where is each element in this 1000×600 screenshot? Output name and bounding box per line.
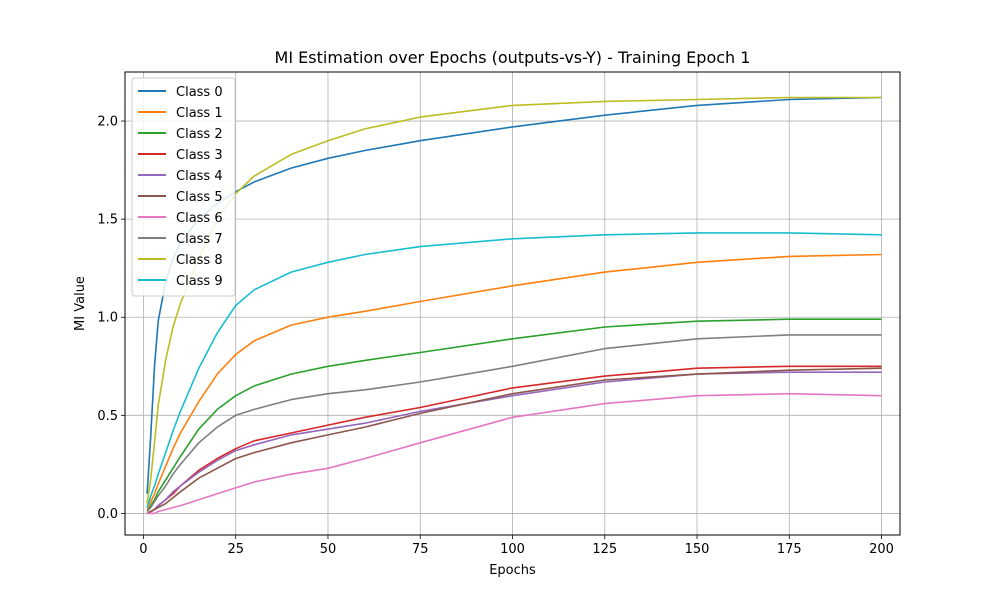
legend-label: Class 2 <box>176 127 223 142</box>
series-line-class-0 <box>146 96 882 494</box>
y-tick-label: 1.0 <box>97 311 118 326</box>
x-axis-label: Epochs <box>489 563 536 578</box>
legend: Class 0 Class 1 Class 2 Class 3 Class 4 Class… <box>131 77 236 297</box>
legend-label: Class 0 <box>176 85 223 100</box>
y-tick-label: 0.5 <box>97 409 118 424</box>
series-line-class-8 <box>146 96 882 504</box>
legend-label: Class 7 <box>176 232 223 247</box>
y-tick-label: 2.0 <box>97 115 118 130</box>
x-tick-label: 175 <box>777 542 802 557</box>
axis-ticks: 0 25 50 75 100 125 150 175 200 0.0 0.5 1.0 1.5 2.0 <box>97 115 894 557</box>
x-tick-label: 200 <box>869 542 894 557</box>
y-axis-label: MI Value <box>73 276 88 331</box>
legend-label: Class 8 <box>176 253 223 268</box>
series-line-class-9 <box>146 232 882 508</box>
x-tick-label: 50 <box>320 542 337 557</box>
x-tick-label: 75 <box>412 542 429 557</box>
series-line-class-7 <box>146 334 882 513</box>
y-tick-label: 1.5 <box>97 213 118 228</box>
series-layer <box>146 96 882 515</box>
y-tick-label: 0.0 <box>97 507 118 522</box>
legend-label: Class 1 <box>176 106 223 121</box>
x-tick-label: 100 <box>500 542 525 557</box>
x-tick-label: 125 <box>592 542 617 557</box>
x-tick-label: 0 <box>139 542 147 557</box>
legend-label: Class 6 <box>176 211 223 226</box>
legend-label: Class 4 <box>176 169 223 184</box>
legend-label: Class 5 <box>176 190 223 205</box>
series-line-class-2 <box>146 318 882 512</box>
series-line-class-4 <box>146 371 882 515</box>
legend-label: Class 3 <box>176 148 223 163</box>
x-tick-label: 25 <box>227 542 244 557</box>
grid-lines <box>125 72 900 535</box>
series-line-class-1 <box>146 253 882 510</box>
legend-label: Class 9 <box>176 274 223 289</box>
x-tick-label: 150 <box>685 542 710 557</box>
chart-title: MI Estimation over Epochs (outputs-vs-Y)… <box>275 48 751 67</box>
series-line-class-6 <box>147 392 882 515</box>
series-line-class-5 <box>146 367 882 515</box>
